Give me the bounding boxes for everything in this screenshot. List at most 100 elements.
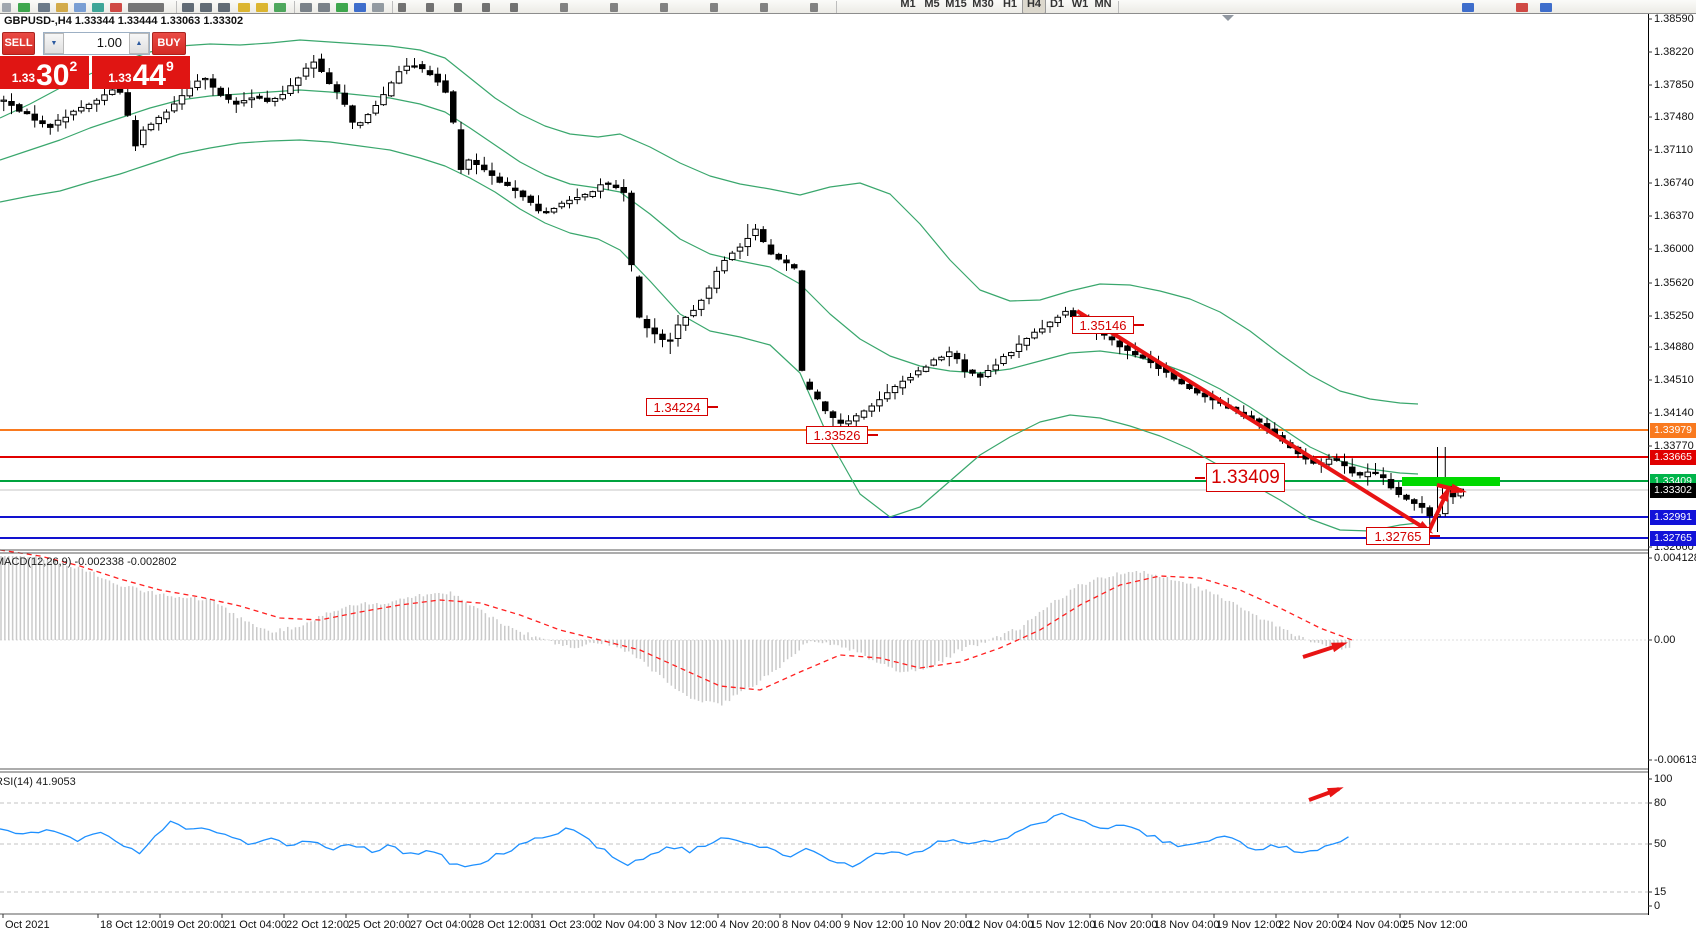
buy-price-frac: 1.33 — [108, 71, 132, 85]
toolbar-icon[interactable] — [110, 3, 122, 12]
timeframe-button-mn[interactable]: MN — [1094, 0, 1112, 10]
toolbar-icon[interactable] — [2, 3, 11, 12]
sell-button[interactable]: SELL — [2, 32, 35, 55]
time-tick-label: 27 Oct 04:00 — [410, 919, 473, 931]
toolbar-icon[interactable] — [354, 3, 366, 12]
rsi-scale-label: 80 — [1654, 797, 1667, 809]
toolbar-icon[interactable] — [398, 3, 406, 12]
toolbar-icon[interactable] — [426, 3, 434, 12]
toolbar-icon[interactable] — [336, 3, 348, 12]
price-level-chip: 1.33979 — [1650, 422, 1696, 438]
price-level-chip: 1.32765 — [1650, 530, 1696, 546]
time-tick-label: 22 Oct 12:00 — [286, 919, 349, 931]
sell-price-quote[interactable]: 1.33 30 2 — [0, 56, 89, 92]
toolbar-icon[interactable] — [560, 3, 568, 12]
toolbar-icon[interactable] — [482, 3, 490, 12]
time-tick-label: 25 Oct 20:00 — [348, 919, 411, 931]
toolbar-icon[interactable] — [92, 3, 104, 12]
toolbar-icon[interactable] — [760, 3, 768, 12]
time-tick-label: 22 Nov 20:00 — [1278, 919, 1344, 931]
toolbar-icon[interactable] — [810, 3, 818, 12]
timeframe-button-h4[interactable]: H4 — [1022, 0, 1046, 13]
macd-scale-label: 0.00 — [1654, 634, 1676, 646]
price-tick-label: 1.37480 — [1654, 111, 1694, 123]
timeframe-button-m30[interactable]: M30 — [972, 0, 994, 10]
price-tick-label: 1.35250 — [1654, 310, 1694, 322]
toolbar-icon[interactable] — [128, 3, 164, 12]
toolbar-icon[interactable] — [238, 3, 250, 12]
toolbar-icon[interactable] — [610, 3, 618, 12]
macd-scale-label: -0.006132 — [1654, 754, 1696, 766]
time-tick-label: 10 Nov 20:00 — [906, 919, 972, 931]
toolbar-icon[interactable] — [274, 3, 286, 12]
toolbar-icon[interactable] — [1462, 3, 1474, 12]
timeframe-button-h1[interactable]: H1 — [1002, 0, 1018, 10]
timeframe-button-w1[interactable]: W1 — [1071, 0, 1089, 10]
toolbar-icon[interactable] — [454, 3, 462, 12]
toolbar-separator — [392, 1, 393, 13]
time-tick-label: 18 Oct 12:00 — [100, 919, 163, 931]
toolbar-icon[interactable] — [710, 3, 718, 12]
one-click-trade-panel: SELL ▼ 1.00 ▲ BUY 1.33 30 2 1.33 44 9 — [0, 30, 196, 92]
toolbar-icon[interactable] — [300, 3, 312, 12]
annotation-connector — [1195, 476, 1205, 479]
toolbar-icon[interactable] — [200, 3, 212, 12]
buy-price-sup: 9 — [165, 58, 174, 74]
rsi-indicator-label: RSI(14) 41.9053 — [0, 776, 76, 788]
time-tick-label: 19 Oct 20:00 — [162, 919, 225, 931]
toolbar-icon[interactable] — [660, 3, 668, 12]
time-tick-label: 18 Nov 04:00 — [1154, 919, 1220, 931]
time-tick-label: 25 Nov 12:00 — [1402, 919, 1468, 931]
annotation-connector — [708, 406, 718, 408]
timeframe-button-m15[interactable]: M15 — [945, 0, 967, 10]
toolbar-icon[interactable] — [38, 3, 50, 12]
price-tick-label: 1.36740 — [1654, 177, 1694, 189]
toolbar-icon[interactable] — [318, 3, 330, 12]
toolbar-icon[interactable] — [372, 3, 384, 12]
price-annotation[interactable]: 1.34224 — [646, 398, 718, 416]
toolbar-icon[interactable] — [74, 3, 86, 12]
toolbar[interactable]: M1 M5 M15 M30 H1 H4 D1 W1 MN — [0, 0, 1696, 14]
buy-price-quote[interactable]: 1.33 44 9 — [92, 56, 190, 91]
time-tick-label: 31 Oct 23:00 — [534, 919, 597, 931]
time-tick-label: 8 Nov 04:00 — [782, 919, 842, 931]
time-tick-label: 24 Nov 04:00 — [1340, 919, 1406, 931]
toolbar-icon[interactable] — [218, 3, 230, 12]
price-tick-label: 1.37110 — [1654, 144, 1693, 156]
timeframe-button-d1[interactable]: D1 — [1049, 0, 1065, 10]
sell-price-sup: 2 — [69, 58, 78, 74]
rsi-scale-label: 100 — [1654, 773, 1673, 785]
time-tick-label: 21 Oct 04:00 — [224, 919, 287, 931]
sell-price-big: 30 — [36, 59, 70, 92]
volume-stepper[interactable]: ▼ 1.00 ▲ — [43, 32, 150, 55]
price-annotation[interactable]: 1.32765 — [1366, 527, 1440, 545]
volume-increase-icon[interactable]: ▲ — [129, 33, 149, 54]
toolbar-icon[interactable] — [182, 3, 194, 12]
toolbar-icon[interactable] — [510, 3, 518, 12]
rsi-scale-label: 15 — [1654, 886, 1667, 898]
price-annotation[interactable]: 1.33409 — [1195, 463, 1285, 492]
annotation-connector — [1430, 535, 1440, 537]
price-tick-label: 1.36000 — [1654, 243, 1694, 255]
price-level-chip: 1.33302 — [1650, 482, 1696, 498]
timeframe-button-m1[interactable]: M1 — [900, 0, 916, 10]
price-tick-label: 1.37850 — [1654, 79, 1694, 91]
time-tick-label: 3 Nov 12:00 — [658, 919, 718, 931]
buy-button[interactable]: BUY — [152, 32, 186, 55]
timeframe-button-m5[interactable]: M5 — [924, 0, 940, 10]
toolbar-icon[interactable] — [1516, 3, 1528, 12]
toolbar-icon[interactable] — [256, 3, 268, 12]
time-tick-label: 28 Oct 12:00 — [472, 919, 535, 931]
volume-input[interactable]: 1.00 — [96, 35, 122, 50]
toolbar-icon[interactable] — [56, 3, 68, 12]
price-annotation[interactable]: 1.33526 — [806, 426, 878, 444]
time-tick-label: 16 Nov 20:00 — [1092, 919, 1158, 931]
toolbar-icon[interactable] — [1540, 3, 1552, 12]
volume-decrease-icon[interactable]: ▼ — [44, 33, 64, 54]
toolbar-icon[interactable] — [18, 3, 30, 12]
price-level-chip: 1.33665 — [1650, 449, 1696, 465]
price-tick-label: 1.34510 — [1654, 374, 1694, 386]
toolbar-separator — [176, 1, 177, 13]
price-annotation[interactable]: 1.35146 — [1072, 316, 1144, 334]
